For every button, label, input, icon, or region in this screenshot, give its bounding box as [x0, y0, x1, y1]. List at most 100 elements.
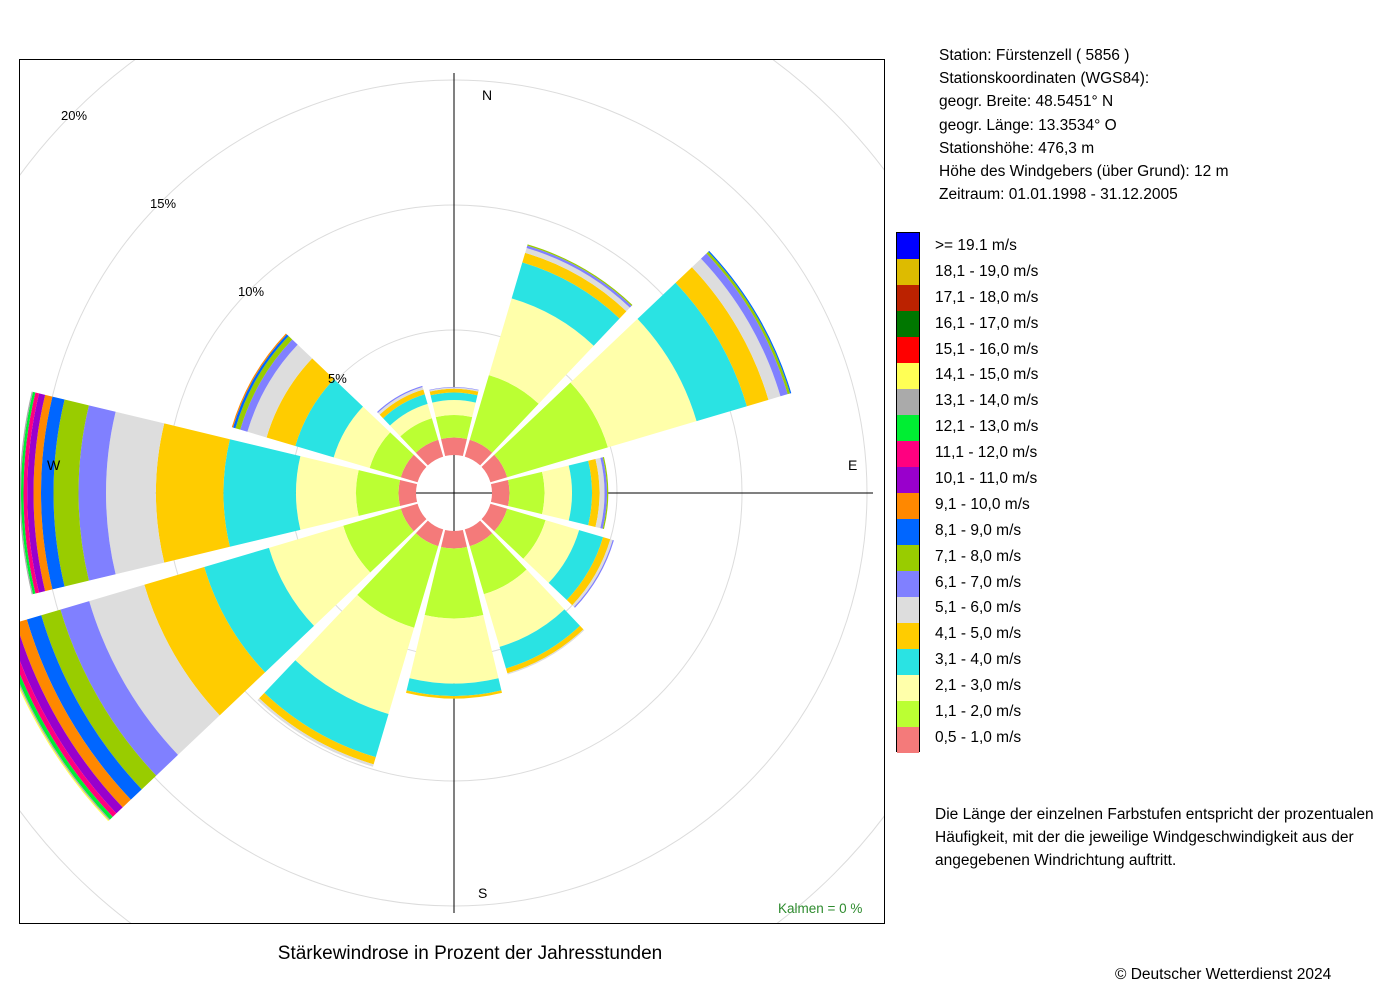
direction-30: [464, 244, 633, 466]
legend-label: 15,1 - 16,0 m/s: [935, 340, 1039, 358]
segment-270-class-8: [40, 396, 65, 590]
segment-210-class-3: [264, 660, 389, 758]
segment-60-class-4: [675, 267, 769, 407]
legend-swatch: [897, 259, 919, 285]
segment-270-class-9: [33, 394, 53, 592]
segment-270-class-12: [20, 391, 36, 595]
legend-label: 5,1 - 6,0 m/s: [935, 599, 1022, 617]
legend-swatch: [897, 493, 919, 519]
segment-30-class-4: [522, 252, 627, 319]
segment-240-class-7: [41, 609, 157, 790]
sensor-height: Höhe des Windgebers (über Grund): 12 m: [939, 163, 1229, 181]
legend-swatch: [897, 649, 919, 675]
legend-label: 18,1 - 19,0 m/s: [935, 262, 1039, 280]
legend-label: 14,1 - 15,0 m/s: [935, 366, 1039, 384]
segment-180-class-0: [441, 529, 467, 549]
segment-210-class-0: [415, 520, 444, 547]
segment-300-class-1: [369, 432, 414, 478]
segment-330-class-2: [389, 403, 432, 437]
segment-180-class-2: [409, 615, 499, 684]
segment-150-class-2: [483, 569, 565, 647]
legend-label: 17,1 - 18,0 m/s: [935, 288, 1039, 306]
segment-30-class-1: [469, 375, 539, 453]
legend-label: 2,1 - 3,0 m/s: [935, 677, 1022, 695]
legend-label: 11,1 - 12,0 m/s: [935, 444, 1038, 462]
segment-90-class-1: [507, 471, 545, 515]
legend-swatch: [897, 233, 919, 259]
segment-0-class-1: [435, 414, 473, 440]
segment-330-class-0: [415, 439, 444, 466]
segment-120-class-2: [523, 520, 580, 583]
segment-90-class-2: [541, 465, 572, 521]
latitude: geogr. Breite: 48.5451° N: [939, 93, 1114, 111]
direction-300: [231, 333, 427, 483]
legend-swatch: [897, 545, 919, 571]
legend-swatch: [897, 571, 919, 597]
segment-150-class-4: [505, 625, 584, 674]
legend-swatch: [897, 519, 919, 545]
segment-60-class-2: [570, 318, 697, 448]
segment-270-class-2: [295, 456, 359, 530]
segment-270-class-13: [20, 391, 33, 595]
plot-frame: N E S W 5% 10% 15% 20% Kalmen = 0 %: [19, 59, 885, 924]
station-info: Station: Fürstenzell ( 5856 ) Stationsko…: [939, 44, 1228, 206]
segment-180-class-1: [424, 546, 484, 619]
segment-90-class-7: [602, 456, 609, 530]
direction-120: [481, 503, 614, 608]
segment-60-class-5: [691, 258, 781, 400]
tick-label-20: 20%: [61, 108, 87, 123]
segment-90-class-5: [595, 457, 605, 529]
period: Zeitraum: 01.01.1998 - 31.12.2005: [939, 186, 1178, 204]
segment-120-class-5: [572, 539, 613, 607]
segment-150-class-1: [469, 533, 527, 595]
segment-120-class-4: [566, 537, 611, 606]
legend-swatch: [897, 701, 919, 727]
segment-30-class-5: [525, 248, 630, 312]
segment-180-class-4: [406, 690, 502, 699]
segment-300-class-6: [240, 339, 298, 432]
segment-270-class-1: [356, 470, 401, 516]
longitude: geogr. Länge: 13.3534° O: [939, 116, 1117, 134]
segment-90-class-6: [600, 457, 607, 529]
direction-180: [406, 529, 502, 699]
segment-90-class-0: [490, 480, 510, 506]
legend-label: 1,1 - 2,0 m/s: [935, 703, 1022, 721]
segment-270-class-0: [398, 480, 418, 506]
wind-rose-chart: N E S W 5% 10% 15% 20% Kalmen = 0 %: [20, 60, 884, 923]
calm-label: Kalmen = 0 %: [778, 901, 862, 916]
segment-270-class-5: [106, 411, 165, 575]
direction-330: [377, 385, 444, 466]
segment-270-class-6: [78, 405, 116, 581]
segment-240-class-6: [60, 601, 178, 776]
coords-heading: Stationskoordinaten (WGS84):: [939, 70, 1150, 88]
legend-swatch: [897, 675, 919, 701]
legend-swatch: [897, 389, 919, 415]
legend-swatch: [897, 441, 919, 467]
segment-180-class-3: [406, 678, 502, 696]
chart-labels: N E S W 5% 10% 15% 20% Kalmen = 0 %: [47, 87, 862, 916]
segment-0-class-0: [441, 437, 467, 457]
segment-300-class-3: [295, 379, 363, 458]
compass-label-n: N: [482, 87, 492, 103]
legend-swatch: [897, 285, 919, 311]
segment-0-class-4: [429, 388, 479, 396]
segment-330-class-1: [400, 418, 439, 453]
segment-240-class-3: [204, 547, 315, 673]
direction-150: [464, 520, 585, 675]
segment-330-class-5: [377, 387, 424, 415]
legend-swatch: [897, 623, 919, 649]
direction-90: [490, 456, 609, 530]
tick-label-15: 15%: [150, 196, 176, 211]
legend-swatch: [897, 415, 919, 441]
segment-60-class-0: [481, 454, 508, 483]
legend-label: 16,1 - 17,0 m/s: [935, 314, 1039, 332]
segment-0-class-6: [429, 387, 479, 391]
tick-label-10: 10%: [238, 284, 264, 299]
explanation-note: Die Länge der einzelnen Farbstufen entsp…: [935, 806, 1374, 869]
legend-swatch: [897, 597, 919, 623]
segment-240-class-0: [400, 503, 427, 532]
direction-210: [257, 520, 444, 767]
segment-210-class-1: [357, 533, 439, 628]
segment-0-class-2: [432, 400, 476, 418]
segment-300-class-4: [266, 358, 334, 446]
